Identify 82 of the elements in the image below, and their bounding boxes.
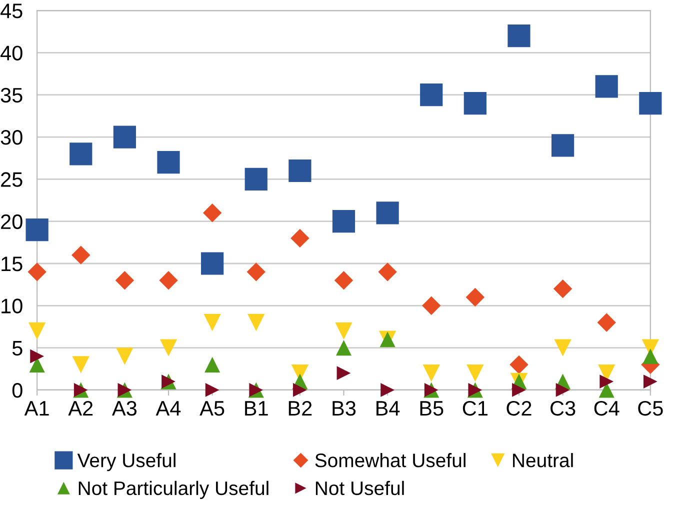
point [508, 24, 530, 48]
y-tick-label: 5 [12, 341, 22, 356]
x-tick-label: C2 [506, 400, 532, 416]
point [422, 364, 440, 382]
x-tick-label: B1 [245, 401, 268, 416]
point [332, 210, 356, 233]
point [556, 383, 570, 397]
point [115, 271, 134, 290]
point [292, 383, 307, 397]
point [551, 134, 574, 157]
point [72, 246, 90, 264]
legend-label: Very Useful [77, 453, 176, 472]
x-tick-label: A5 [200, 401, 224, 416]
point [336, 366, 351, 380]
x-tick-label: C4 [594, 400, 620, 416]
point [554, 339, 572, 356]
point [70, 142, 92, 166]
y-tick-label: 35 [0, 88, 22, 103]
y-tick-label: 45 [0, 4, 22, 18]
point [598, 382, 614, 398]
point [595, 75, 618, 98]
point [553, 279, 572, 298]
point [72, 356, 90, 374]
point [420, 84, 443, 106]
point [597, 313, 616, 332]
x-tick-label: A4 [156, 401, 181, 416]
point [201, 252, 224, 275]
point [334, 271, 354, 290]
point [113, 126, 136, 148]
legend-label: Somewhat Useful [315, 453, 466, 468]
y-tick-label: 25 [1, 172, 22, 187]
x-tick-label: C3 [550, 400, 576, 416]
point [116, 348, 134, 365]
point [288, 159, 312, 182]
point [422, 296, 441, 316]
y-tick-label: 30 [0, 130, 22, 145]
point [26, 218, 48, 242]
x-tick-label: B2 [288, 400, 312, 416]
point [376, 202, 399, 224]
x-tick-label: B3 [332, 400, 356, 416]
point [30, 349, 44, 364]
point [28, 262, 46, 282]
point [466, 364, 484, 382]
point [204, 314, 221, 332]
x-tick-label: B5 [420, 401, 444, 416]
y-tick-label: 15 [2, 256, 22, 272]
point [336, 340, 352, 356]
x-tick-label: C5 [638, 400, 663, 416]
legend-label: Not Particularly Useful [78, 480, 268, 499]
point [28, 322, 46, 340]
point [512, 383, 526, 397]
point [159, 271, 178, 290]
point [160, 339, 178, 356]
x-tick-label: A3 [112, 400, 137, 416]
point [244, 168, 268, 190]
point [639, 92, 662, 115]
point [290, 228, 310, 248]
point [510, 355, 528, 374]
point [380, 383, 394, 397]
point [157, 151, 180, 174]
x-tick-label: A2 [68, 400, 93, 416]
point [643, 374, 658, 388]
legend-label: Neutral [513, 453, 573, 468]
x-tick-label: B4 [376, 401, 400, 416]
y-tick-label: 40 [0, 46, 22, 60]
point [466, 288, 485, 307]
y-tick-label: 10 [2, 298, 22, 314]
y-tick-label: 0 [12, 382, 22, 398]
point [335, 322, 352, 340]
point [204, 356, 220, 372]
point [600, 374, 614, 388]
x-tick-label: A1 [24, 401, 49, 416]
point [248, 314, 265, 332]
legend-label: Not Useful [316, 480, 404, 496]
y-tick-label: 20 [1, 214, 22, 230]
point [246, 262, 266, 282]
point [642, 348, 658, 364]
point [378, 262, 397, 282]
point [202, 204, 222, 222]
x-tick-label: C1 [462, 400, 488, 416]
point [205, 383, 220, 397]
point [464, 92, 486, 115]
